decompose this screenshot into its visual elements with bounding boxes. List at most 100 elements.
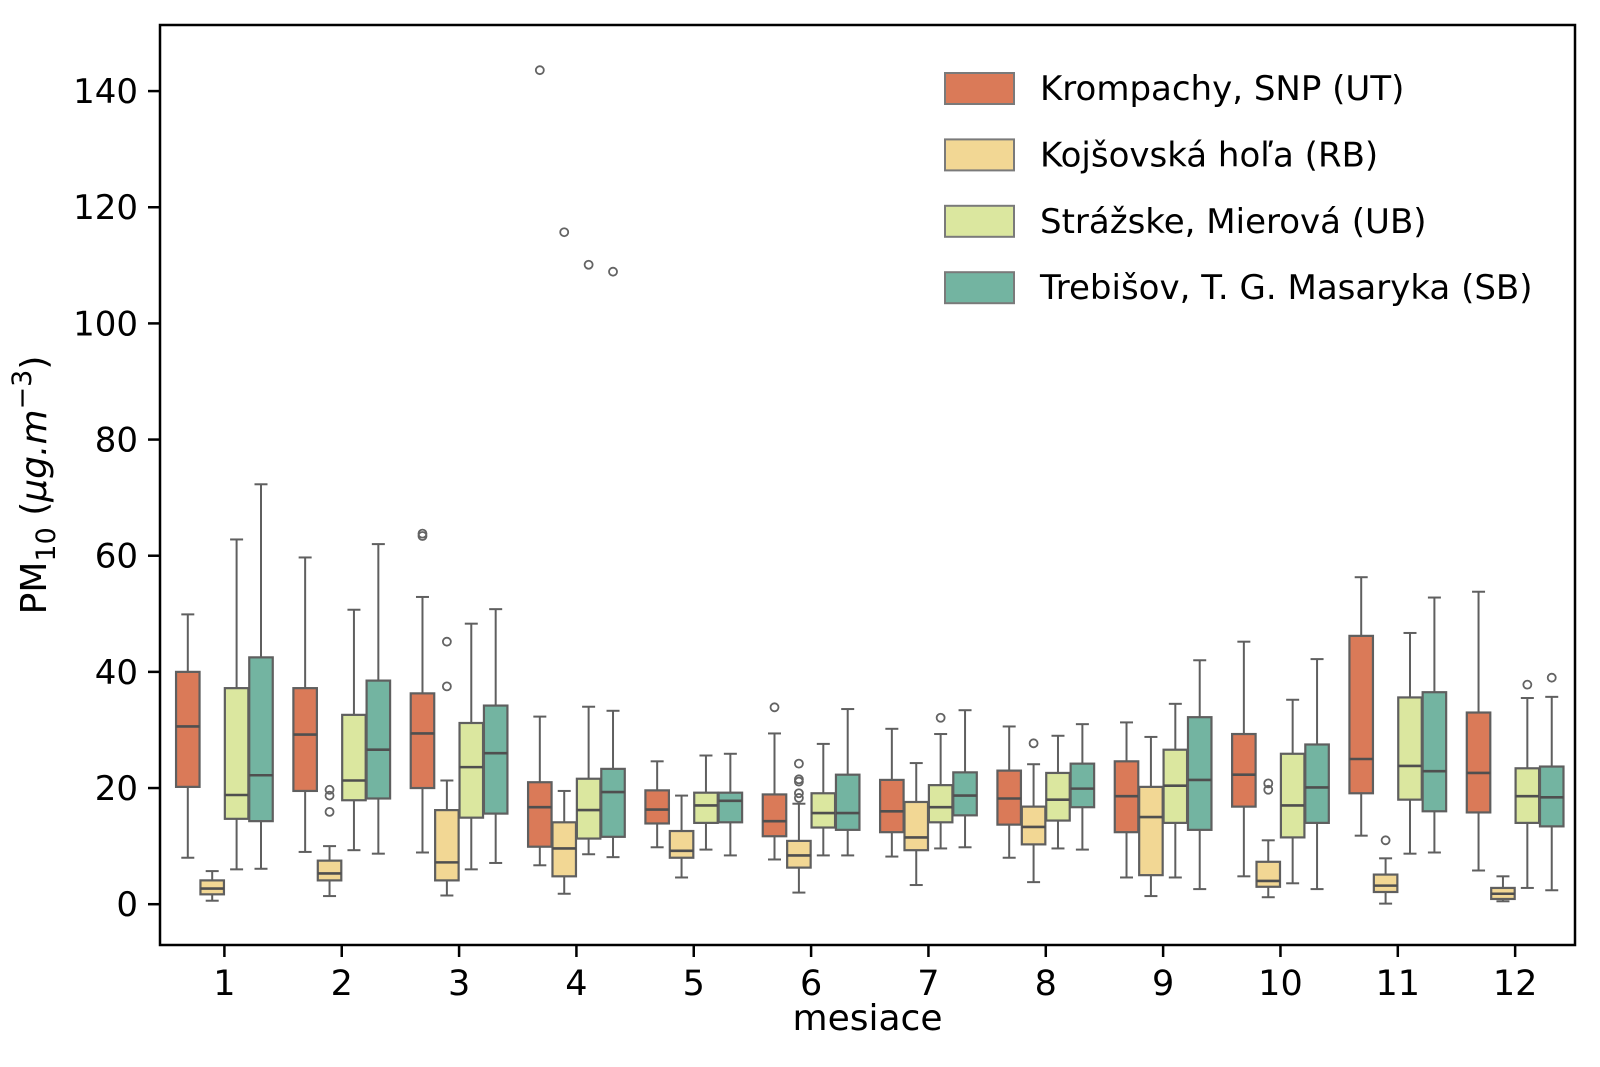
- box-s3-m2: [341, 608, 367, 852]
- box-rect: [341, 713, 367, 802]
- box-rect: [1231, 732, 1257, 808]
- outlier-point: [769, 702, 780, 713]
- outlier-point: [1263, 778, 1274, 789]
- outlier-point: [1263, 784, 1274, 795]
- box-s2-m9: [1138, 735, 1164, 898]
- y-axis-tick-label: 80: [95, 421, 138, 461]
- box-rect: [952, 771, 978, 817]
- box-s2-m7: [903, 762, 930, 887]
- box-rect: [575, 777, 602, 840]
- series-3: [223, 259, 1541, 889]
- legend-swatch: [944, 72, 1015, 105]
- box-rect: [174, 670, 201, 788]
- box-rect: [1372, 873, 1399, 894]
- x-axis-tick-label: 4: [565, 964, 587, 1004]
- box-s4-m1: [248, 483, 274, 870]
- box-rect: [1045, 771, 1071, 822]
- legend-label: Trebišov, T. G. Masaryka (SB): [1039, 268, 1533, 308]
- legend-item-1: Krompachy, SNP (UT): [944, 69, 1404, 109]
- outlier-point: [794, 774, 804, 785]
- box-rect: [409, 692, 436, 790]
- outlier-point: [1028, 738, 1039, 749]
- outlier-point: [441, 681, 452, 692]
- box-s2-m1: [199, 870, 226, 902]
- box-rect: [223, 687, 250, 820]
- outlier-point: [608, 266, 618, 277]
- box-s1-m10: [1231, 640, 1257, 878]
- x-axis-tick-label: 8: [1035, 964, 1057, 1004]
- legend-item-3: Strážske, Mierová (UB): [944, 202, 1427, 242]
- box-s2-m4: [551, 227, 578, 895]
- x-axis-tick-label: 1: [213, 964, 235, 1004]
- legend-swatch: [944, 271, 1015, 305]
- box-rect: [1348, 634, 1375, 795]
- x-axis-tick-label: 3: [448, 964, 470, 1004]
- x-axis-tick-label: 9: [1152, 964, 1174, 1004]
- y-axis-tick-label: 0: [116, 885, 138, 925]
- outlier-point: [583, 259, 594, 270]
- box-rect: [600, 767, 626, 838]
- x-axis-tick-label: 2: [331, 964, 353, 1004]
- outlier-point: [417, 528, 428, 539]
- box-rect: [717, 791, 744, 824]
- x-axis-tick-label: 10: [1258, 964, 1303, 1004]
- box-s4-m5: [717, 752, 744, 857]
- outlier-point: [534, 65, 545, 76]
- box-rect: [810, 792, 837, 829]
- outlier-point: [794, 758, 804, 769]
- box-s1-m6: [761, 702, 788, 861]
- box-s4-m9: [1186, 659, 1213, 891]
- series-1: [174, 65, 1492, 879]
- legend-item-4: Trebišov, T. G. Masaryka (SB): [944, 268, 1533, 308]
- box-s3-m7: [927, 712, 954, 850]
- box-rect: [365, 679, 392, 800]
- box-rect: [644, 789, 671, 825]
- box-s4-m12: [1538, 672, 1565, 892]
- box-rect: [526, 781, 553, 848]
- y-axis-tick-label: 120: [73, 188, 138, 228]
- outlier-point: [1522, 679, 1533, 690]
- box-rect: [1255, 860, 1282, 888]
- box-s3-m4: [575, 259, 602, 856]
- box-s3-m1: [223, 538, 250, 871]
- box-rect: [458, 721, 485, 819]
- box-rect: [927, 784, 954, 824]
- box-s3-m11: [1397, 631, 1423, 855]
- box-s1-m5: [644, 760, 671, 849]
- outlier-point: [794, 788, 804, 799]
- outlier-point: [794, 793, 804, 803]
- x-axis-tick-label: 11: [1376, 964, 1421, 1004]
- x-axis-tick-label: 7: [917, 964, 939, 1004]
- box-s4-m4: [600, 266, 626, 859]
- box-rect: [434, 809, 460, 882]
- box-rect: [316, 859, 343, 882]
- box-s2-m6: [786, 758, 812, 894]
- series-4: [248, 266, 1565, 892]
- box-rect: [1465, 711, 1492, 814]
- box-s3-m9: [1162, 702, 1189, 879]
- box-rect: [1397, 696, 1423, 801]
- legend-label: Strážske, Mierová (UB): [1040, 202, 1427, 242]
- box-s4-m2: [365, 543, 392, 855]
- outlier-point: [441, 636, 452, 647]
- box-s4-m8: [1069, 723, 1096, 851]
- series-2: [199, 227, 1516, 905]
- box-s1-m3: [409, 528, 436, 854]
- outlier-point: [1546, 672, 1557, 683]
- box-s1-m7: [878, 727, 905, 858]
- outlier-point: [324, 790, 335, 801]
- y-axis-tick-label: 100: [73, 304, 138, 344]
- box-s3-m3: [458, 622, 485, 871]
- outlier-point: [559, 227, 570, 238]
- plot-frame: [158, 23, 1577, 947]
- box-rect: [292, 687, 318, 793]
- x-axis-tick-label: 5: [683, 964, 705, 1004]
- box-s4-m7: [952, 709, 978, 849]
- box-s3-m12: [1514, 679, 1541, 889]
- box-rect: [903, 800, 930, 852]
- legend-label: Krompachy, SNP (UT): [1040, 69, 1404, 109]
- box-s1-m4: [526, 65, 553, 867]
- box-s3-m10: [1279, 698, 1306, 885]
